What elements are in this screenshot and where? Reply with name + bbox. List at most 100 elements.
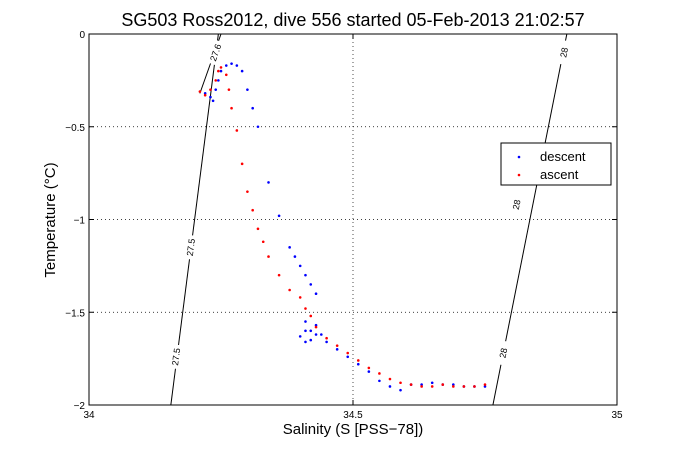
data-point-descent	[483, 385, 487, 388]
data-point-descent	[335, 348, 339, 351]
contour-label: 27.5	[185, 238, 197, 257]
y-tick-label: −2	[74, 401, 86, 412]
data-points	[198, 62, 487, 392]
data-point-descent	[304, 273, 307, 277]
data-point-ascent	[483, 383, 487, 386]
x-tick-label: 35	[611, 410, 623, 421]
legend-box	[500, 142, 612, 186]
data-point-ascent	[198, 90, 202, 93]
data-point-descent	[235, 64, 239, 67]
data-point-descent	[203, 92, 207, 95]
data-point-ascent	[409, 383, 413, 386]
data-point-descent	[209, 95, 212, 99]
contour-label: 28	[511, 199, 523, 211]
data-point-descent	[230, 62, 233, 65]
y-axis-label: Temperature (°C)	[42, 162, 59, 277]
contour-label: 27.5	[170, 347, 182, 366]
data-point-descent	[452, 383, 455, 386]
legend-label-ascent: ascent	[540, 167, 579, 182]
data-point-ascent	[441, 383, 445, 386]
contour-label-bg	[495, 340, 512, 367]
data-point-ascent	[230, 106, 233, 110]
chart-title: SG503 Ross2012, dive 556 started 05-Feb-…	[121, 10, 584, 30]
data-point-ascent	[235, 129, 239, 132]
data-point-descent	[298, 264, 302, 268]
data-point-descent	[314, 292, 318, 296]
data-point-descent	[309, 338, 313, 342]
data-point-descent	[388, 385, 392, 388]
data-point-descent	[240, 69, 244, 73]
data-point-descent	[293, 255, 297, 258]
contour-label-bg	[183, 234, 199, 260]
data-point-descent	[288, 246, 291, 249]
data-point-ascent	[214, 79, 218, 82]
data-point-descent	[304, 340, 307, 344]
data-point-ascent	[203, 93, 207, 97]
data-point-descent	[325, 340, 328, 344]
data-point-ascent	[224, 73, 228, 77]
legend-label-descent: descent	[540, 149, 586, 164]
contour-label-bg	[555, 39, 573, 66]
data-point-descent	[356, 362, 360, 366]
data-point-ascent	[325, 336, 328, 340]
data-point-descent	[211, 99, 215, 103]
data-point-descent	[219, 69, 223, 73]
data-point-descent	[309, 283, 313, 286]
data-point-descent	[256, 125, 260, 129]
data-point-descent	[378, 379, 381, 383]
contour-label-bg	[168, 344, 184, 370]
data-point-descent	[420, 383, 423, 386]
data-point-descent	[267, 181, 270, 184]
y-tick-label: −1	[74, 216, 86, 227]
data-point-ascent	[227, 88, 231, 91]
data-point-ascent	[288, 288, 291, 292]
data-point-ascent	[240, 162, 244, 166]
data-point-descent	[314, 323, 318, 327]
data-point-descent	[309, 329, 313, 333]
data-point-ascent	[209, 88, 212, 91]
data-point-descent	[430, 381, 434, 385]
data-point-ascent	[219, 66, 223, 69]
data-point-ascent	[246, 190, 249, 193]
x-tick-label: 34	[83, 410, 95, 421]
data-point-ascent	[356, 359, 360, 362]
data-point-ascent	[267, 255, 270, 258]
data-point-ascent	[304, 307, 307, 310]
contour-label-bg	[508, 191, 525, 218]
x-tick-label: 34.5	[343, 410, 363, 421]
data-point-descent	[217, 79, 220, 82]
data-point-ascent	[298, 296, 302, 299]
legend-marker-descent	[517, 155, 521, 159]
data-point-ascent	[346, 351, 350, 355]
data-point-ascent	[256, 227, 260, 231]
data-point-ascent	[251, 208, 254, 212]
y-ticks: 0 −0.5 −1 −1.5 −2	[65, 30, 617, 412]
data-point-ascent	[217, 69, 220, 73]
data-point-descent	[214, 88, 218, 91]
data-point-descent	[224, 64, 228, 67]
data-point-descent	[246, 88, 249, 91]
legend: descent ascent	[500, 142, 612, 186]
y-tick-label: 0	[79, 30, 85, 41]
data-point-descent	[314, 333, 318, 336]
data-point-ascent	[452, 385, 455, 388]
y-tick-label: −1.5	[65, 308, 85, 319]
y-tick-label: −0.5	[65, 123, 85, 134]
data-point-ascent	[335, 344, 339, 347]
data-point-descent	[277, 214, 281, 218]
data-point-ascent	[309, 314, 313, 318]
contour-label: 28	[558, 47, 570, 59]
gridlines	[89, 34, 617, 405]
x-axis-label: Salinity (S [PSS−78])	[283, 421, 423, 438]
x-ticks: 34 34.5 35	[83, 34, 623, 421]
data-point-ascent	[399, 381, 402, 385]
data-point-ascent	[430, 385, 434, 388]
data-point-ascent	[473, 385, 476, 388]
data-point-ascent	[378, 372, 381, 375]
data-point-descent	[399, 388, 402, 392]
data-point-descent	[304, 320, 307, 323]
contour-label-bg	[206, 39, 226, 66]
data-point-descent	[251, 106, 254, 110]
